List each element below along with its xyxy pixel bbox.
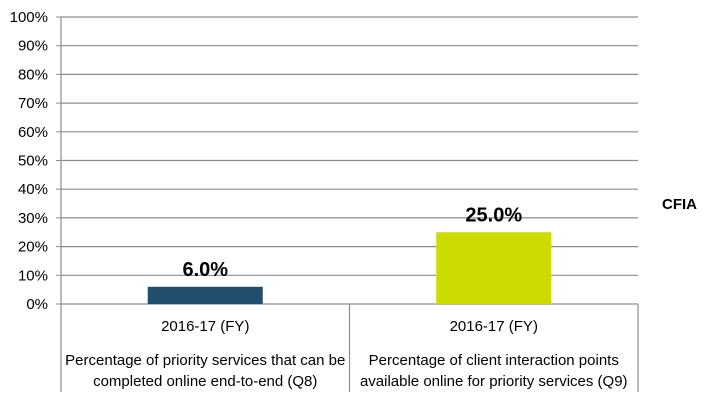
y-tick-label: 60% (18, 124, 48, 141)
bars (147, 232, 552, 304)
data-label: 6.0% (182, 259, 228, 281)
category-labels: 2016-17 (FY) Percentage of priority servi… (65, 318, 627, 390)
category-label-line2: completed online end-to-end (Q8) (93, 373, 317, 390)
category-label-line1: Percentage of client interaction points (369, 352, 619, 369)
y-tick-label: 100% (10, 9, 48, 26)
category-label-line1: Percentage of priority services that can… (65, 352, 345, 369)
y-tick-label: 70% (18, 95, 48, 112)
y-axis-tick-labels: 0% 10% 20% 30% 40% 50% 60% 70% 80% 90% 100% (10, 9, 48, 313)
y-tick-label: 0% (26, 296, 48, 313)
y-tick-label: 80% (18, 66, 48, 83)
bar (147, 286, 263, 304)
category-period-label: 2016-17 (FY) (161, 318, 249, 335)
gridlines (61, 16, 638, 276)
axes (56, 16, 639, 392)
data-labels: 6.0% 25.0% (182, 204, 522, 281)
y-tick-label: 10% (18, 267, 48, 284)
y-tick-label: 50% (18, 153, 48, 170)
y-tick-label: 30% (18, 210, 48, 227)
legend-label: CFIA (662, 196, 697, 213)
data-label: 25.0% (465, 204, 522, 226)
bar (436, 232, 552, 304)
category-label-line2: available online for priority services (… (360, 373, 628, 390)
y-tick-label: 20% (18, 239, 48, 256)
y-tick-label: 90% (18, 38, 48, 55)
category-period-label: 2016-17 (FY) (450, 318, 538, 335)
y-tick-label: 40% (18, 181, 48, 198)
